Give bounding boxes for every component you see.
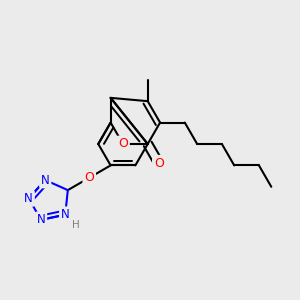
- Text: O: O: [154, 157, 164, 170]
- Text: H: H: [72, 220, 80, 230]
- Text: N: N: [37, 213, 45, 226]
- Text: O: O: [118, 137, 128, 151]
- Text: N: N: [24, 192, 33, 205]
- Text: N: N: [61, 208, 70, 221]
- Text: N: N: [41, 174, 50, 187]
- Text: O: O: [84, 171, 94, 184]
